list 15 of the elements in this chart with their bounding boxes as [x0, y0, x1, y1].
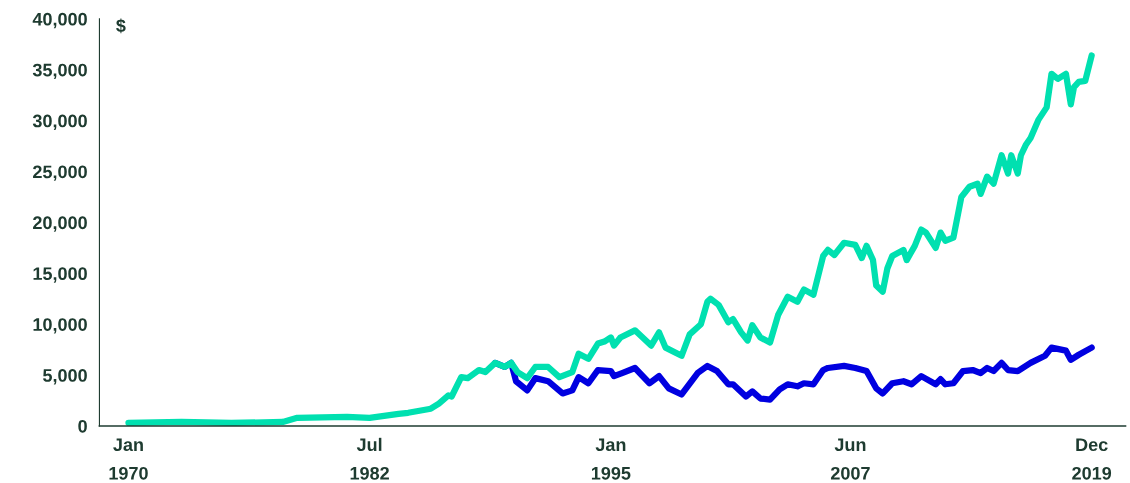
x-tick-label: Dec 2019: [1072, 438, 1112, 480]
y-tick-label: 20,000: [33, 216, 87, 232]
x-tick-label: Jun 2007: [830, 438, 870, 480]
y-tick-label: 5,000: [43, 369, 87, 385]
x-tick-label: Jul 1982: [350, 437, 389, 480]
y-tick-label: 30,000: [32, 114, 87, 130]
y-tick-label: 35,000: [32, 63, 87, 80]
y-tick-label: 40,000: [32, 12, 87, 29]
x-tick-label: Jan 1995: [591, 438, 631, 480]
y-axis-title: $: [116, 18, 126, 34]
y-tick-label: 15,000: [33, 267, 87, 283]
x-tick-label: Jan 1970: [109, 438, 148, 480]
y-tick-label: 25,000: [33, 165, 87, 181]
y-tick-label: 0: [78, 419, 87, 433]
y-tick-label: 10,000: [33, 318, 87, 334]
